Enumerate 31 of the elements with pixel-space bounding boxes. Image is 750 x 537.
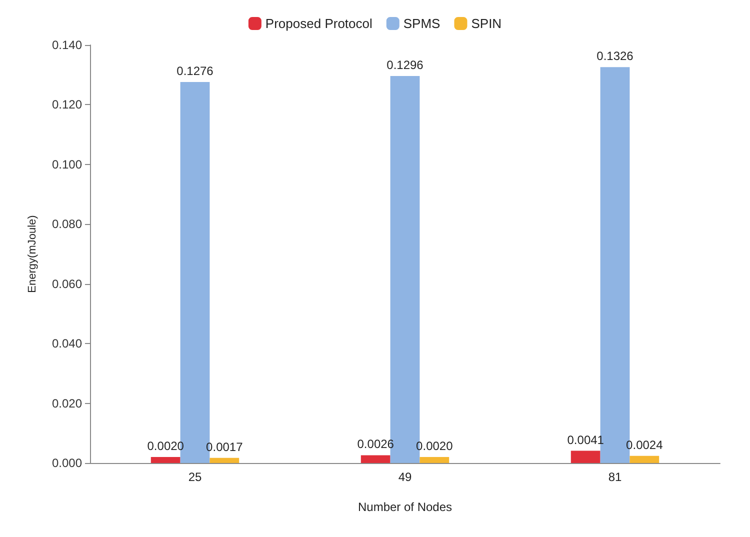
x-axis-title: Number of Nodes bbox=[358, 500, 452, 514]
data-label: 0.0041 bbox=[567, 432, 604, 447]
data-label: 0.0020 bbox=[147, 439, 184, 454]
y-tick-label: 0.140 bbox=[52, 38, 82, 52]
data-label: 0.1296 bbox=[386, 58, 424, 72]
x-tick-label: 25 bbox=[188, 470, 202, 484]
y-tick-label: 0.100 bbox=[52, 157, 82, 172]
y-tick-label: 0.060 bbox=[52, 276, 82, 291]
y-axis-title: Energy(mJoule) bbox=[26, 215, 38, 293]
data-label: 0.0024 bbox=[626, 438, 664, 452]
x-tick-label: 49 bbox=[398, 470, 412, 484]
y-tick-label: 0.020 bbox=[52, 396, 82, 410]
bar bbox=[630, 456, 660, 463]
x-tick-label: 81 bbox=[608, 470, 622, 484]
y-tick-label: 0.040 bbox=[52, 336, 82, 351]
data-label: 0.1326 bbox=[596, 49, 634, 64]
bar bbox=[570, 450, 600, 463]
bar bbox=[420, 457, 450, 463]
legend-label: Proposed Protocol bbox=[265, 16, 372, 31]
bar bbox=[360, 455, 390, 463]
data-label: 0.0017 bbox=[206, 440, 244, 454]
y-tick-label: 0.000 bbox=[52, 456, 82, 470]
data-label: 0.0020 bbox=[416, 439, 454, 454]
bar bbox=[150, 457, 180, 463]
legend-label: SPMS bbox=[403, 16, 441, 31]
bar bbox=[210, 458, 240, 463]
data-label: 0.0026 bbox=[357, 437, 394, 452]
legend-label: SPIN bbox=[471, 16, 502, 31]
y-tick-label: 0.080 bbox=[52, 217, 82, 232]
data-label: 0.1276 bbox=[176, 64, 214, 78]
y-tick-label: 0.120 bbox=[52, 98, 82, 112]
